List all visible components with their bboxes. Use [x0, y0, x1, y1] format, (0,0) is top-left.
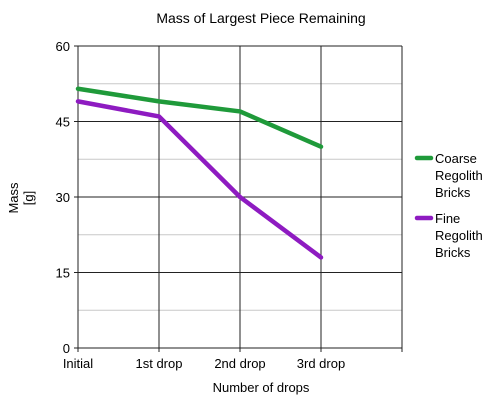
y-tick-label: 60: [56, 39, 70, 54]
legend-label: Bricks: [435, 185, 471, 200]
legend-label: Fine: [435, 211, 460, 226]
x-tick-label: 1st drop: [136, 356, 183, 371]
x-axis-ticks: Initial 1st drop 2nd drop 3rd drop: [63, 356, 345, 371]
legend-label: Coarse: [435, 151, 477, 166]
x-tick-label: Initial: [63, 356, 93, 371]
y-tick-label: 15: [56, 266, 70, 281]
y-tick-label: 30: [56, 190, 70, 205]
legend-label: Regolith: [435, 168, 483, 183]
y-tick-label: 45: [56, 115, 70, 130]
x-tick-label: 3rd drop: [297, 356, 345, 371]
x-tick-label: 2nd drop: [214, 356, 265, 371]
series-line-1: [75, 99, 324, 260]
legend: Coarse Regolith Bricks Fine Regolith Bricks: [414, 151, 483, 260]
legend-label: Bricks: [435, 245, 471, 260]
x-axis-label: Number of drops: [213, 380, 310, 395]
y-tick-label: 0: [63, 341, 70, 356]
series-lines: [75, 86, 324, 260]
legend-label: Regolith: [435, 228, 483, 243]
y-axis-label-line-2: [g]: [21, 191, 36, 205]
chart-title: Mass of Largest Piece Remaining: [156, 10, 365, 26]
series-line-0: [75, 86, 324, 149]
y-axis-label-line-1: Mass: [6, 182, 21, 214]
y-axis-label: Mass [g]: [6, 182, 36, 214]
y-axis-ticks: 0 15 30 45 60: [56, 39, 70, 356]
grid: [74, 45, 403, 352]
